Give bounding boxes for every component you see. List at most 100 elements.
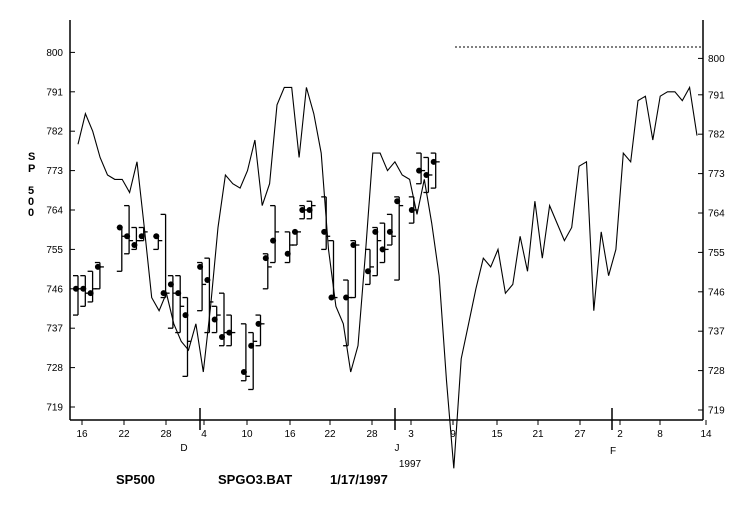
bar-dot	[197, 263, 204, 270]
bar-dot	[219, 333, 225, 340]
hlc-bar	[94, 261, 104, 290]
hlc-bar	[262, 253, 272, 290]
bar-dot	[73, 285, 79, 292]
x-tick-label: 15	[491, 429, 503, 440]
bar-dot	[255, 320, 262, 327]
bar-dot	[175, 290, 182, 297]
y-tick-label-left: 791	[46, 87, 63, 98]
bar-dot	[131, 242, 138, 249]
y-tick-label-left: 764	[46, 206, 63, 217]
hlc-bar	[204, 257, 214, 334]
hlc-bar	[116, 224, 126, 272]
x-tick-label: 28	[366, 429, 378, 440]
hlc-bar	[292, 228, 301, 246]
hlc-bar	[138, 226, 148, 242]
y-label-char: S	[28, 151, 35, 163]
bar-dot	[226, 329, 233, 336]
hlc-bar	[226, 314, 236, 347]
hlc-bar	[182, 296, 192, 378]
month-label: D	[180, 443, 187, 454]
hlc-bar	[430, 152, 440, 189]
hlc-bar	[124, 204, 134, 255]
hlc-bar	[167, 275, 177, 329]
hlc-bar	[255, 314, 265, 347]
hlc-bar	[153, 233, 163, 251]
hlc-bar	[408, 196, 418, 224]
price-line	[77, 85, 698, 469]
year-label: 1997	[399, 459, 422, 470]
x-tick-label: 16	[284, 429, 296, 440]
bar-dot	[321, 228, 328, 235]
hlc-bar	[372, 226, 382, 277]
y-tick-label-left: 782	[46, 127, 63, 138]
hlc-bar	[197, 261, 207, 312]
y-ticks-right: 800 791 782 773 764 755 746 737 728 719	[698, 54, 725, 417]
x-tick-label: 28	[160, 429, 172, 440]
price-line-group	[77, 85, 698, 469]
footer-date: 1/17/1997	[330, 472, 388, 487]
bar-dot	[153, 233, 160, 240]
hlc-bar	[394, 196, 404, 281]
y-tick-label-right: 773	[708, 169, 725, 180]
hlc-bar	[219, 292, 228, 347]
bar-dot	[116, 224, 123, 231]
y-tick-label-left: 746	[46, 284, 63, 295]
bar-dot	[350, 242, 357, 249]
hlc-bar	[160, 213, 170, 299]
x-tick-label: 22	[118, 429, 130, 440]
bar-dot	[379, 246, 386, 253]
hlc-bar	[343, 279, 353, 347]
footer-symbol: SP500	[116, 472, 155, 487]
hlc-bar	[306, 200, 316, 220]
y-label-char: 5	[28, 185, 34, 197]
bar-dot	[284, 250, 291, 257]
hlc-bar	[80, 275, 90, 307]
x-tick-label: 8	[657, 429, 663, 440]
bar-dot	[299, 207, 306, 213]
chart-footer: SP500 SPGO3.BAT 1/17/1997	[116, 472, 388, 487]
y-tick-label-right: 728	[708, 366, 725, 377]
bar-dot	[80, 285, 87, 292]
y-tick-label-left: 728	[46, 363, 63, 374]
hlc-bar	[270, 204, 280, 264]
bar-dot	[167, 281, 174, 288]
hlc-bar	[365, 248, 374, 286]
hlc-bar	[211, 305, 221, 334]
chart-axes	[69, 20, 704, 421]
hlc-bar	[87, 270, 97, 303]
x-tick-label: 16	[76, 429, 88, 440]
x-tick-label: 2	[617, 429, 623, 440]
bar-dot	[138, 233, 145, 240]
bar-dot	[262, 255, 269, 262]
hlc-bar	[350, 239, 360, 299]
footer-file: SPGO3.BAT	[218, 472, 292, 487]
y-tick-label-left: 719	[46, 403, 63, 414]
hlc-bar	[379, 222, 389, 264]
bar-dot	[124, 233, 131, 240]
x-tick-label: 10	[241, 429, 253, 440]
bar-dot	[365, 268, 371, 275]
bar-dot	[306, 207, 313, 213]
y-tick-label-right: 782	[708, 130, 725, 141]
x-tick-label: 9	[450, 429, 456, 440]
x-tick-label: 27	[574, 429, 586, 440]
y-tick-label-right: 800	[708, 54, 725, 65]
hlc-bar	[131, 226, 141, 251]
hlc-bars-group	[73, 152, 440, 391]
x-tick-label: 4	[201, 429, 207, 440]
bar-dot	[343, 294, 350, 301]
bar-dot	[270, 237, 277, 244]
bar-dot	[430, 158, 437, 165]
hlc-bar	[284, 231, 294, 264]
y-tick-label-right: 764	[708, 209, 725, 220]
y-tick-label-left: 773	[46, 166, 63, 177]
bar-dot	[211, 316, 218, 323]
hlc-bar	[386, 213, 396, 246]
bar-dot	[372, 228, 379, 235]
bar-dot	[386, 228, 393, 235]
hlc-bar	[299, 204, 309, 220]
x-tick-label: 14	[700, 429, 712, 440]
y-tick-label-left: 737	[46, 324, 63, 335]
